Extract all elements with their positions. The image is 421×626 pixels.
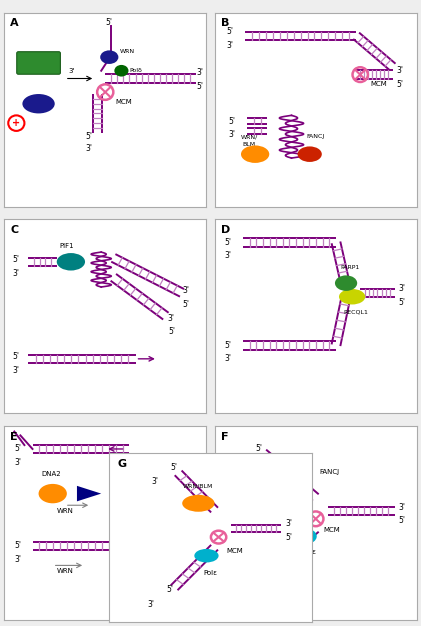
Text: PARP1: PARP1: [341, 265, 360, 270]
Ellipse shape: [241, 145, 269, 163]
Text: D: D: [221, 225, 230, 235]
Text: 3': 3': [196, 68, 203, 77]
Text: DNA2: DNA2: [41, 471, 61, 477]
Text: 5': 5': [168, 327, 175, 336]
Text: Polε: Polε: [203, 570, 218, 575]
Text: 5': 5': [12, 352, 19, 361]
Text: FANCJ: FANCJ: [306, 134, 325, 139]
Ellipse shape: [57, 253, 85, 270]
Text: 3': 3': [85, 144, 92, 153]
Ellipse shape: [339, 289, 365, 304]
Text: 3': 3': [14, 458, 21, 467]
Text: 5': 5': [229, 116, 236, 126]
Text: G: G: [117, 459, 127, 470]
Text: WRN: WRN: [56, 568, 73, 574]
Ellipse shape: [295, 528, 317, 544]
FancyBboxPatch shape: [17, 52, 60, 74]
Text: 3': 3': [14, 555, 21, 564]
Text: 3': 3': [148, 600, 155, 609]
Polygon shape: [77, 486, 101, 501]
Text: Polε: Polε: [303, 549, 317, 555]
Text: F: F: [221, 431, 228, 441]
Ellipse shape: [115, 65, 128, 76]
Text: 3': 3': [399, 503, 405, 511]
Text: FANCJ: FANCJ: [320, 470, 340, 475]
Text: 5': 5': [196, 82, 203, 91]
Text: 5': 5': [166, 585, 173, 594]
Ellipse shape: [278, 468, 305, 485]
Text: RECQL1: RECQL1: [344, 310, 369, 315]
Text: 3': 3': [227, 41, 234, 50]
Text: 3': 3': [12, 269, 19, 278]
Text: Polδ: Polδ: [130, 68, 142, 73]
Text: 5': 5': [105, 18, 112, 27]
Text: 5': 5': [399, 298, 405, 307]
Text: 3': 3': [12, 366, 19, 375]
Text: 3': 3': [69, 68, 75, 74]
Text: MCM: MCM: [226, 548, 243, 553]
Text: 3': 3': [182, 287, 189, 295]
Text: 3': 3': [229, 130, 236, 139]
Text: 3': 3': [152, 477, 159, 486]
Ellipse shape: [335, 275, 357, 291]
Text: B: B: [221, 18, 229, 28]
Text: 3': 3': [397, 66, 404, 75]
Text: 3': 3': [241, 458, 248, 467]
Ellipse shape: [182, 495, 215, 512]
Text: WRN: WRN: [120, 49, 135, 54]
Text: MCM: MCM: [370, 81, 387, 87]
Text: 5': 5': [399, 516, 405, 525]
Text: 5': 5': [14, 444, 21, 453]
Text: 5': 5': [285, 533, 292, 541]
Text: 5': 5': [255, 444, 262, 453]
Text: 5': 5': [12, 255, 19, 264]
Text: 5': 5': [227, 28, 234, 36]
Text: C: C: [10, 225, 19, 235]
Text: 5': 5': [225, 238, 232, 247]
Text: MCM: MCM: [115, 99, 132, 105]
Text: 3': 3': [399, 284, 405, 294]
Text: 5': 5': [259, 571, 266, 580]
Text: A: A: [10, 18, 19, 28]
Text: WRN/: WRN/: [240, 134, 258, 139]
Text: 3': 3': [192, 471, 199, 481]
Ellipse shape: [195, 549, 218, 562]
Ellipse shape: [39, 484, 67, 503]
Text: 3': 3': [285, 519, 292, 528]
Text: 5': 5': [85, 132, 92, 141]
Text: 5': 5': [397, 80, 404, 89]
Text: PIF1: PIF1: [59, 244, 74, 249]
Text: WRN: WRN: [29, 101, 48, 106]
Text: WRN/BLM: WRN/BLM: [183, 484, 213, 489]
Ellipse shape: [298, 146, 322, 162]
Text: 5': 5': [182, 300, 189, 309]
Text: 3': 3': [225, 354, 232, 363]
Text: 3': 3': [225, 252, 232, 260]
Text: 5': 5': [192, 485, 199, 494]
Text: WRN: WRN: [56, 508, 73, 514]
Ellipse shape: [22, 94, 55, 113]
Text: MCM: MCM: [324, 528, 341, 533]
Text: BLM: BLM: [242, 142, 256, 147]
Circle shape: [125, 478, 138, 490]
Text: +: +: [12, 118, 20, 128]
Text: 5': 5': [225, 341, 232, 350]
Text: 5': 5': [170, 463, 177, 472]
Ellipse shape: [100, 50, 118, 64]
Text: 5': 5': [14, 541, 21, 550]
Text: E: E: [10, 431, 18, 441]
Text: 3': 3': [241, 584, 248, 593]
Text: FEN-1: FEN-1: [26, 58, 51, 68]
Text: 3': 3': [168, 314, 175, 322]
